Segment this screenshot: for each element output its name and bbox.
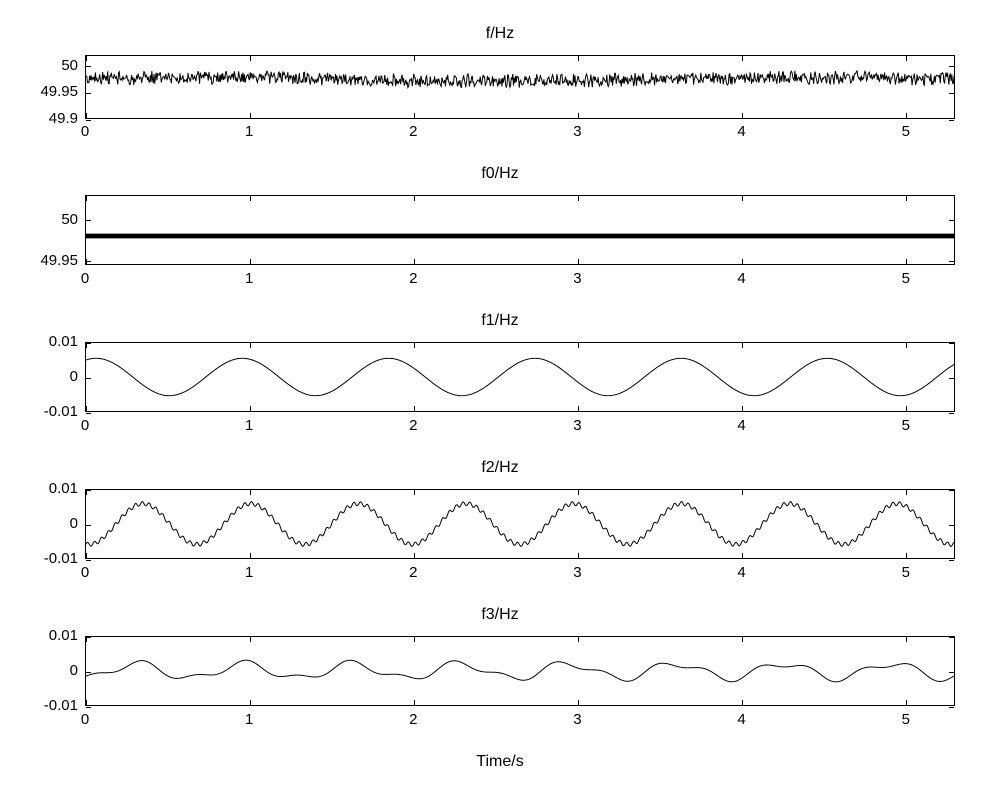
panel-title-f1: f1/Hz: [0, 312, 1000, 330]
plot-area-f3: [85, 636, 955, 706]
series-f: [86, 56, 954, 118]
ytick-mark: [86, 560, 91, 561]
plot-area-f0: [85, 195, 955, 265]
xlabel: Time/s: [0, 753, 1000, 771]
xtick-label: 0: [81, 417, 89, 434]
panel-title-f2: f2/Hz: [0, 459, 1000, 477]
ytick-label: 49.9: [20, 110, 78, 127]
ytick-label: 0.01: [20, 480, 78, 497]
ytick-mark: [86, 413, 91, 414]
ytick-mark: [949, 560, 954, 561]
xtick-label: 3: [573, 270, 581, 287]
ytick-mark: [86, 707, 91, 708]
xtick-label: 3: [573, 711, 581, 728]
xtick-label: 5: [902, 270, 910, 287]
panel-title-f3: f3/Hz: [0, 606, 1000, 624]
ytick-label: 0: [20, 515, 78, 532]
xtick-label: 4: [737, 270, 745, 287]
ytick-label: 0: [20, 368, 78, 385]
xtick-label: 5: [902, 711, 910, 728]
xtick-label: 2: [409, 564, 417, 581]
series-f1: [86, 343, 954, 411]
xtick-label: 4: [737, 711, 745, 728]
ytick-mark: [86, 120, 91, 121]
xtick-label: 3: [573, 417, 581, 434]
xtick-label: 0: [81, 564, 89, 581]
xtick-label: 1: [245, 564, 253, 581]
series-f0: [86, 196, 954, 264]
xtick-label: 2: [409, 417, 417, 434]
figure: f/Hz49.949.9550012345f0/Hz49.9550012345f…: [0, 0, 1000, 801]
ytick-label: 0.01: [20, 627, 78, 644]
ytick-label: -0.01: [20, 550, 78, 567]
ytick-mark: [949, 120, 954, 121]
panel-title-f0: f0/Hz: [0, 165, 1000, 183]
xtick-label: 4: [737, 123, 745, 140]
xtick-label: 0: [81, 270, 89, 287]
xtick-label: 5: [902, 417, 910, 434]
xtick-label: 2: [409, 123, 417, 140]
series-f3: [86, 637, 954, 705]
panel-title-f: f/Hz: [0, 25, 1000, 43]
ytick-mark: [949, 707, 954, 708]
xtick-label: 0: [81, 711, 89, 728]
ytick-label: 0: [20, 662, 78, 679]
ytick-label: 50: [20, 211, 78, 228]
ytick-label: 49.95: [20, 83, 78, 100]
ytick-label: -0.01: [20, 403, 78, 420]
ytick-label: 0.01: [20, 333, 78, 350]
xtick-label: 5: [902, 564, 910, 581]
xtick-label: 1: [245, 270, 253, 287]
ytick-label: -0.01: [20, 697, 78, 714]
ytick-label: 49.95: [20, 252, 78, 269]
plot-area-f2: [85, 489, 955, 559]
xtick-label: 4: [737, 564, 745, 581]
xtick-label: 2: [409, 711, 417, 728]
plot-area-f: [85, 55, 955, 119]
xtick-label: 3: [573, 564, 581, 581]
xtick-label: 1: [245, 417, 253, 434]
xtick-label: 1: [245, 711, 253, 728]
plot-area-f1: [85, 342, 955, 412]
ytick-mark: [949, 413, 954, 414]
xtick-label: 1: [245, 123, 253, 140]
xtick-label: 0: [81, 123, 89, 140]
xtick-label: 3: [573, 123, 581, 140]
xtick-label: 5: [902, 123, 910, 140]
xtick-label: 2: [409, 270, 417, 287]
xtick-label: 4: [737, 417, 745, 434]
ytick-label: 50: [20, 57, 78, 74]
series-f2: [86, 490, 954, 558]
